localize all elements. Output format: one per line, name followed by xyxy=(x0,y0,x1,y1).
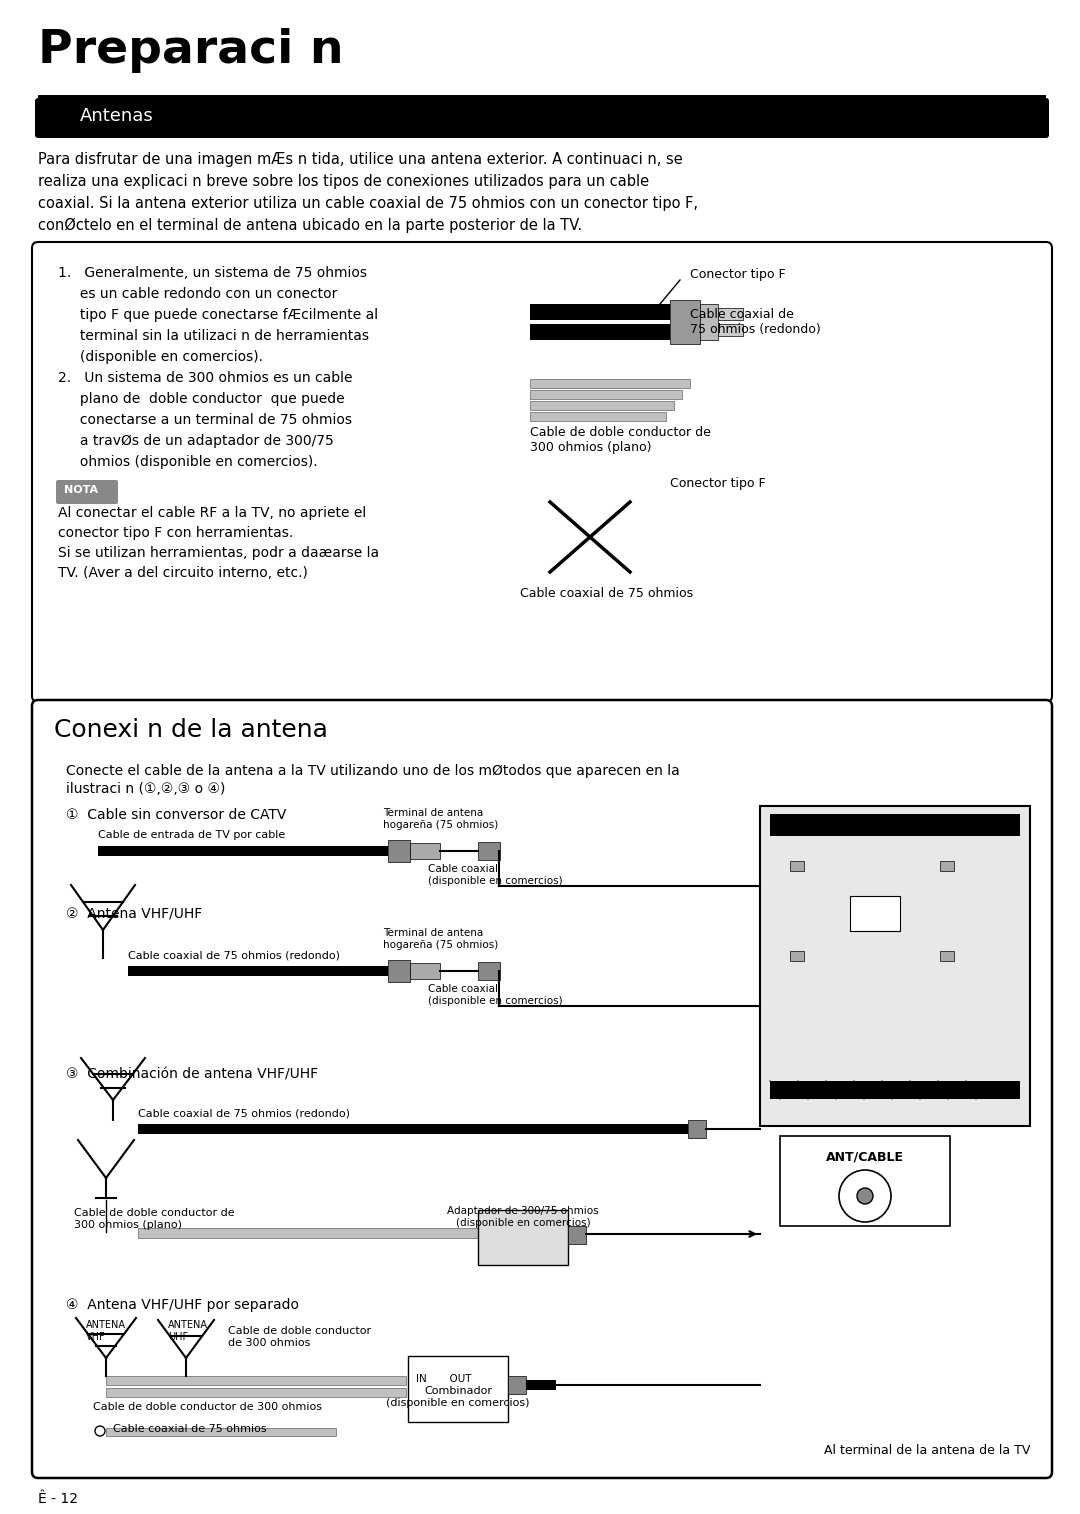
Text: Si se utilizan herramientas, podr a daæarse la: Si se utilizan herramientas, podr a daæa… xyxy=(58,547,379,560)
Bar xyxy=(940,861,954,871)
Text: Cable de doble conductor
de 300 ohmios: Cable de doble conductor de 300 ohmios xyxy=(228,1326,372,1347)
Bar xyxy=(478,961,500,980)
Bar xyxy=(410,963,440,980)
Bar xyxy=(106,1388,406,1397)
Bar xyxy=(850,896,900,931)
Text: ③  Combinación de antena VHF/UHF: ③ Combinación de antena VHF/UHF xyxy=(66,1067,319,1083)
Text: Ê - 12: Ê - 12 xyxy=(38,1491,78,1506)
Bar xyxy=(106,1428,336,1435)
Text: conØctelo en el terminal de antena ubicado en la parte posterior de la TV.: conØctelo en el terminal de antena ubica… xyxy=(38,218,582,233)
Bar xyxy=(388,840,410,861)
Text: NOTA: NOTA xyxy=(64,484,98,495)
Text: Cable coaxial
(disponible en comercios): Cable coaxial (disponible en comercios) xyxy=(428,864,563,886)
Text: Cable coaxial de 75 ohmios: Cable coaxial de 75 ohmios xyxy=(113,1425,267,1434)
Bar xyxy=(760,805,1030,1126)
Bar xyxy=(718,324,743,336)
FancyBboxPatch shape xyxy=(35,98,1049,138)
Bar xyxy=(388,960,410,983)
Text: TV. (Aver a del circuito interno, etc.): TV. (Aver a del circuito interno, etc.) xyxy=(58,566,308,580)
Text: Al conectar el cable RF a la TV, no apriete el: Al conectar el cable RF a la TV, no apri… xyxy=(58,506,366,519)
Bar xyxy=(670,300,700,344)
Bar xyxy=(478,1210,568,1266)
Text: Cable coaxial de 75 ohmios (redondo): Cable coaxial de 75 ohmios (redondo) xyxy=(138,1108,350,1119)
Bar xyxy=(718,307,743,319)
Text: plano de  doble conductor  que puede: plano de doble conductor que puede xyxy=(58,392,345,406)
Text: Terminal de antena
hogareña (75 ohmios): Terminal de antena hogareña (75 ohmios) xyxy=(383,928,498,949)
Text: Para disfrutar de una imagen mÆs n tida, utilice una antena exterior. A continua: Para disfrutar de una imagen mÆs n tida,… xyxy=(38,151,683,167)
Text: Cable coaxial de 75 ohmios: Cable coaxial de 75 ohmios xyxy=(519,587,693,600)
Text: Conector tipo F: Conector tipo F xyxy=(690,268,785,282)
Text: Antenas: Antenas xyxy=(80,107,153,126)
Bar xyxy=(700,304,718,341)
Bar xyxy=(568,1226,586,1245)
Text: conectarse a un terminal de 75 ohmios: conectarse a un terminal de 75 ohmios xyxy=(58,413,352,427)
Text: Preparaci n: Preparaci n xyxy=(38,27,343,73)
Bar xyxy=(940,951,954,961)
Bar xyxy=(138,1123,688,1134)
Bar xyxy=(530,378,690,388)
Text: es un cable redondo con un conector: es un cable redondo con un conector xyxy=(58,288,337,301)
Text: a travØs de un adaptador de 300/75: a travØs de un adaptador de 300/75 xyxy=(58,435,334,448)
Text: ④  Antena VHF/UHF por separado: ④ Antena VHF/UHF por separado xyxy=(66,1297,299,1313)
Text: 2.   Un sistema de 300 ohmios es un cable: 2. Un sistema de 300 ohmios es un cable xyxy=(58,371,352,385)
Circle shape xyxy=(858,1188,873,1204)
Text: conector tipo F con herramientas.: conector tipo F con herramientas. xyxy=(58,525,294,540)
Bar xyxy=(789,951,804,961)
Text: ANTENA
VHF: ANTENA VHF xyxy=(86,1320,126,1341)
Bar xyxy=(770,815,1020,836)
Circle shape xyxy=(95,1426,105,1435)
FancyBboxPatch shape xyxy=(56,480,118,504)
Text: Combinador
(disponible en comercios): Combinador (disponible en comercios) xyxy=(387,1385,530,1408)
Text: ②  Antena VHF/UHF: ② Antena VHF/UHF xyxy=(66,908,202,922)
Bar xyxy=(530,412,666,421)
Bar xyxy=(98,846,388,855)
Bar xyxy=(138,1228,568,1238)
Text: Cable de doble conductor de 300 ohmios: Cable de doble conductor de 300 ohmios xyxy=(93,1402,322,1413)
Bar xyxy=(410,843,440,858)
Text: Cable de entrada de TV por cable: Cable de entrada de TV por cable xyxy=(98,830,285,840)
Text: Conecte el cable de la antena a la TV utilizando uno de los mØtodos que aparecen: Conecte el cable de la antena a la TV ut… xyxy=(66,765,679,778)
Text: 1.   Generalmente, un sistema de 75 ohmios: 1. Generalmente, un sistema de 75 ohmios xyxy=(58,266,367,280)
Text: Conector tipo F: Conector tipo F xyxy=(670,477,766,491)
Text: ①  Cable sin conversor de CATV: ① Cable sin conversor de CATV xyxy=(66,808,286,822)
Bar xyxy=(408,1357,508,1422)
Text: Cable coaxial
(disponible en comercios): Cable coaxial (disponible en comercios) xyxy=(428,984,563,1005)
Circle shape xyxy=(839,1170,891,1222)
Bar xyxy=(789,861,804,871)
Bar xyxy=(478,842,500,860)
Text: Al terminal de la antena de la TV: Al terminal de la antena de la TV xyxy=(824,1444,1030,1456)
Text: IN       OUT: IN OUT xyxy=(416,1375,472,1384)
Text: Cable coaxial de
75 ohmios (redondo): Cable coaxial de 75 ohmios (redondo) xyxy=(690,307,821,336)
Text: ANTENA
UHF: ANTENA UHF xyxy=(168,1320,208,1341)
Bar xyxy=(106,1376,406,1385)
Text: Cable coaxial de 75 ohmios (redondo): Cable coaxial de 75 ohmios (redondo) xyxy=(129,949,340,960)
Text: coaxial. Si la antena exterior utiliza un cable coaxial de 75 ohmios con un cone: coaxial. Si la antena exterior utiliza u… xyxy=(38,195,698,210)
Text: terminal sin la utilizaci n de herramientas: terminal sin la utilizaci n de herramien… xyxy=(58,329,369,344)
Bar xyxy=(526,1379,556,1390)
Text: Adaptador de 300/75 ohmios
(disponible en comercios): Adaptador de 300/75 ohmios (disponible e… xyxy=(447,1207,598,1228)
Bar xyxy=(780,1136,950,1226)
Bar xyxy=(129,966,388,977)
Bar xyxy=(530,401,674,410)
Bar xyxy=(38,95,1047,101)
Text: ANT/CABLE: ANT/CABLE xyxy=(826,1151,904,1163)
Bar xyxy=(530,304,670,319)
Text: Conexi n de la antena: Conexi n de la antena xyxy=(54,718,328,742)
Bar xyxy=(530,324,670,341)
Text: Cable de doble conductor de
300 ohmios (plano): Cable de doble conductor de 300 ohmios (… xyxy=(530,425,711,454)
Text: (disponible en comercios).: (disponible en comercios). xyxy=(58,350,264,363)
Text: realiza una explicaci n breve sobre los tipos de conexiones utilizados para un c: realiza una explicaci n breve sobre los … xyxy=(38,174,649,189)
Text: tipo F que puede conectarse fÆcilmente al: tipo F que puede conectarse fÆcilmente a… xyxy=(58,307,378,322)
Text: ilustraci n (①,②,③ o ④): ilustraci n (①,②,③ o ④) xyxy=(66,783,226,796)
Text: Cable de doble conductor de
300 ohmios (plano): Cable de doble conductor de 300 ohmios (… xyxy=(75,1208,234,1229)
Bar xyxy=(770,1081,1020,1099)
FancyBboxPatch shape xyxy=(32,242,1052,702)
Text: ohmios (disponible en comercios).: ohmios (disponible en comercios). xyxy=(58,456,318,469)
Bar xyxy=(508,1376,526,1394)
Text: Terminal de antena
hogareña (75 ohmios): Terminal de antena hogareña (75 ohmios) xyxy=(383,808,498,830)
Bar xyxy=(688,1120,706,1139)
Bar xyxy=(530,391,681,400)
FancyBboxPatch shape xyxy=(32,699,1052,1478)
